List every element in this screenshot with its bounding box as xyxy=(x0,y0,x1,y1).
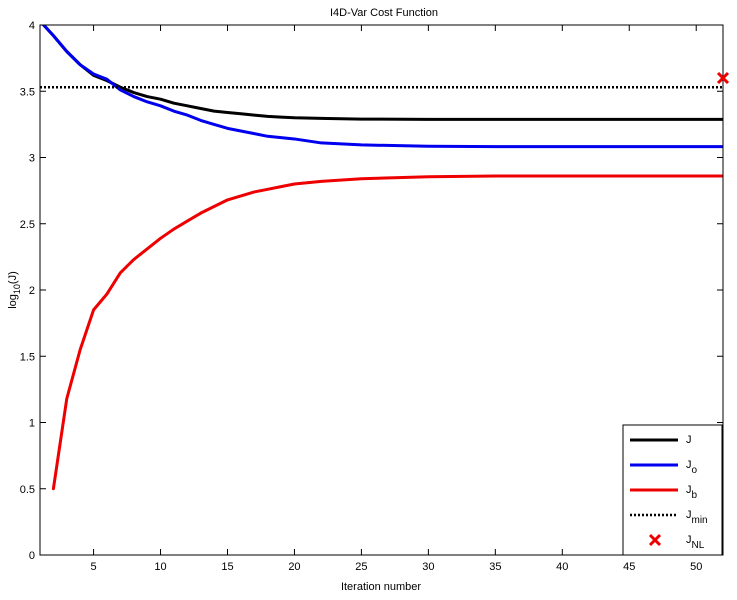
x-axis-label: Iteration number xyxy=(341,581,421,593)
legend-entry-j-label: J xyxy=(686,434,692,446)
y-tick-label: 0.5 xyxy=(20,484,35,496)
x-tick-label: 25 xyxy=(355,561,367,573)
series-j-o-line xyxy=(41,25,723,149)
y-tick-label: 1 xyxy=(29,418,35,430)
x-tick-label: 5 xyxy=(91,561,97,573)
y-axis-label-sub: 10 xyxy=(12,284,22,294)
legend-entry-j-nl: JNL xyxy=(648,533,705,551)
y-tick-label: 4 xyxy=(29,20,35,32)
legend-entry-j-min-label: Jmin xyxy=(686,509,708,526)
legend-entry-j-b-label: Jb xyxy=(686,484,698,501)
legend-entry-j-b: Jb xyxy=(630,484,698,501)
y-tick-label: 3.5 xyxy=(20,86,35,98)
x-tick-label: 40 xyxy=(556,561,568,573)
legend-entry-j-o-label: Jo xyxy=(686,459,698,476)
y-tick-label: 0 xyxy=(29,550,35,562)
y-tick-label: 2.5 xyxy=(20,219,35,231)
legend: J Jo Jb Jmin JNL xyxy=(622,424,723,556)
x-tick-label: 35 xyxy=(489,561,501,573)
legend-entry-j: J xyxy=(630,434,692,446)
x-tick-label: 30 xyxy=(422,561,434,573)
x-tick-label: 45 xyxy=(623,561,635,573)
x-tick-label: 15 xyxy=(221,561,233,573)
y-axis-label-base: log xyxy=(7,294,19,309)
series-j-nl-marker xyxy=(716,71,730,85)
x-tick-label: 10 xyxy=(154,561,166,573)
legend-entry-j-min: Jmin xyxy=(630,509,708,526)
y-tick-label: 2 xyxy=(29,285,35,297)
x-tick-label: 20 xyxy=(288,561,300,573)
y-tick-label: 1.5 xyxy=(20,351,35,363)
chart-title: I4D-Var Cost Function xyxy=(330,7,438,19)
y-axis-label-arg: (J) xyxy=(7,271,19,284)
legend-entry-j-nl-label: JNL xyxy=(686,534,705,551)
y-axis-label: log10(J) xyxy=(7,271,22,309)
y-tick-label: 3 xyxy=(29,153,35,165)
series-j-b-line xyxy=(51,174,723,491)
x-tick-label: 50 xyxy=(690,561,702,573)
legend-entry-j-o: Jo xyxy=(630,459,698,476)
